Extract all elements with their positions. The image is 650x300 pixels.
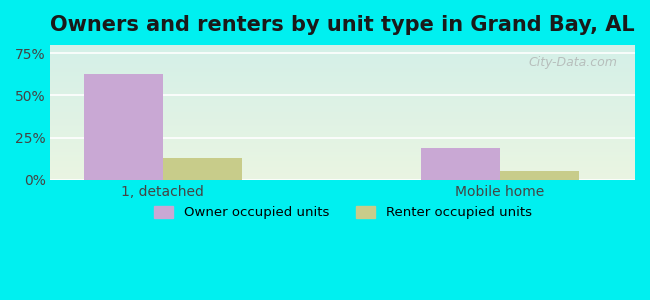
- Bar: [163, 158, 242, 180]
- Bar: [84, 74, 163, 180]
- Bar: [421, 148, 500, 180]
- Legend: Owner occupied units, Renter occupied units: Owner occupied units, Renter occupied un…: [148, 200, 538, 224]
- Title: Owners and renters by unit type in Grand Bay, AL: Owners and renters by unit type in Grand…: [51, 15, 635, 35]
- Text: City-Data.com: City-Data.com: [528, 56, 618, 69]
- Bar: [500, 171, 578, 180]
